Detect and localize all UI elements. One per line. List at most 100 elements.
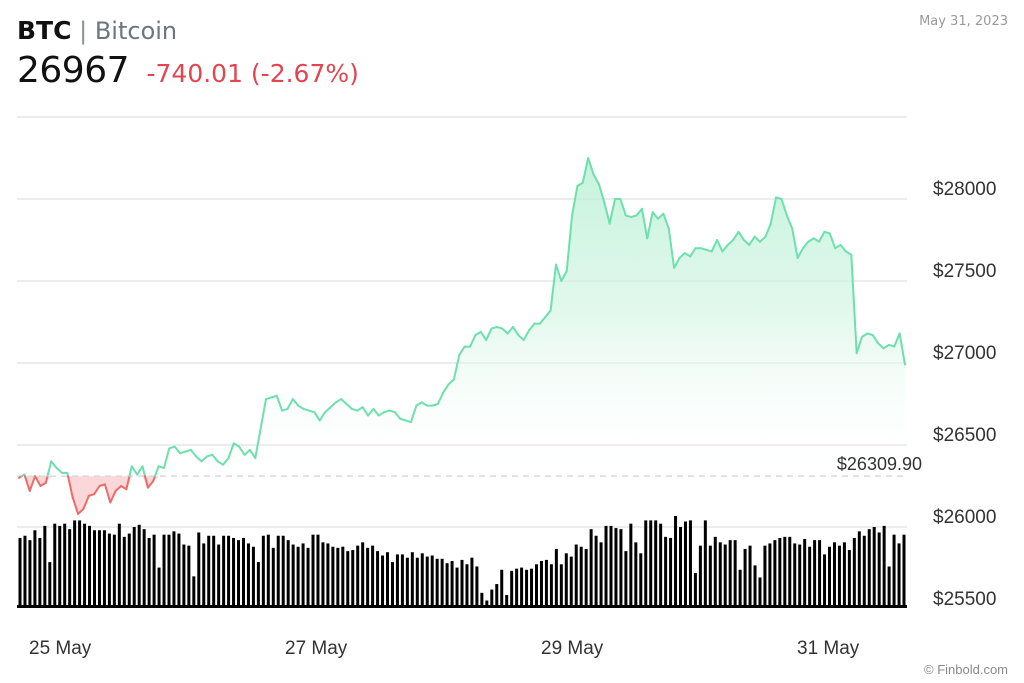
volume-bar: [823, 554, 827, 606]
volume-bar: [584, 548, 588, 606]
volume-bar: [356, 545, 360, 606]
volume-bar: [813, 540, 817, 606]
price-segment: [501, 327, 509, 335]
volume-bar: [554, 548, 558, 606]
price-segment: [195, 455, 203, 463]
volume-bar: [842, 542, 846, 606]
price-segment: [861, 332, 869, 338]
x-axis: 25 May 27 May 29 May 31 May: [29, 638, 860, 659]
volume-bar: [748, 545, 752, 606]
price-segment: [554, 263, 563, 282]
volume-bar: [544, 559, 548, 606]
price-segment: [28, 475, 37, 492]
y-tick-label: $26500: [933, 425, 996, 446]
price-segment: [281, 407, 289, 412]
price-segment: [39, 481, 47, 487]
volume-bar: [266, 534, 270, 606]
price-segment: [286, 398, 294, 410]
price-segment: [597, 183, 606, 204]
price-segment: [812, 237, 821, 243]
volume-bar: [688, 520, 692, 606]
price-segment: [506, 325, 515, 335]
volume-bar: [420, 553, 424, 606]
volume-bar: [559, 564, 563, 606]
volume-bar: [122, 536, 126, 606]
volume-bar: [515, 568, 519, 606]
price-segment: [898, 332, 906, 366]
volume-bar: [217, 544, 221, 606]
price-segment: [882, 343, 890, 350]
volume-bar: [609, 525, 613, 606]
price-segment: [716, 239, 724, 253]
price-segment: [393, 411, 402, 420]
price-segment: [87, 493, 96, 497]
price-segment: [189, 448, 198, 458]
price-segment: [329, 401, 337, 409]
volume-bar: [386, 552, 390, 606]
price-segment: [340, 398, 348, 405]
price-segment: [67, 475, 74, 499]
price-segment: [436, 391, 445, 405]
volume-bar: [227, 535, 231, 606]
volume-bar: [728, 540, 732, 606]
volume-bar: [366, 547, 370, 606]
volume-bar: [803, 539, 807, 606]
price-segment: [651, 211, 659, 220]
volume-bar: [445, 563, 449, 606]
price-segment: [44, 475, 49, 484]
price-segment: [726, 239, 735, 246]
volume-bar: [107, 533, 111, 606]
volume-bar: [256, 562, 260, 606]
price-segment: [275, 394, 284, 412]
price-segment: [18, 475, 23, 479]
volume-bar: [500, 569, 504, 606]
volume-bar: [281, 535, 285, 606]
volume-bar: [425, 556, 429, 606]
volume-bar: [346, 551, 350, 606]
price-segment: [248, 448, 257, 460]
volume-bar: [664, 536, 668, 606]
price-segment: [98, 483, 106, 487]
volume-bar: [569, 556, 573, 606]
price-segment: [871, 334, 880, 345]
volume-bar: [172, 531, 176, 606]
volume-bar: [485, 600, 489, 606]
volume-bar: [276, 535, 280, 606]
chart-header: BTC | Bitcoin 26967 -740.01 (-2.67%): [17, 14, 359, 97]
price-segment: [200, 455, 208, 463]
price-segment: [458, 345, 466, 356]
price-segment: [77, 507, 85, 515]
volume-bar: [599, 542, 603, 606]
volume-bar: [480, 592, 484, 606]
price-segment: [640, 207, 649, 240]
volume-bar: [788, 536, 792, 606]
price-segment: [254, 427, 262, 460]
volume-bar: [202, 543, 206, 606]
price-segment: [656, 212, 665, 220]
ticker-symbol: BTC: [17, 16, 72, 45]
price-segment: [222, 457, 230, 466]
volume-bar: [713, 536, 717, 606]
volume-bar: [470, 557, 474, 606]
volume-bar: [510, 570, 514, 606]
price-segment: [103, 483, 112, 504]
volume-bar: [63, 523, 67, 606]
volume-bar: [440, 558, 444, 606]
volume-bar: [579, 546, 583, 606]
volume-bar: [147, 537, 151, 606]
price-segment: [143, 475, 149, 489]
volume-bar: [137, 524, 141, 606]
price-segment: [227, 442, 235, 460]
volume-bar: [53, 523, 57, 606]
volume-bar: [604, 525, 608, 606]
price-segment: [705, 248, 713, 253]
volume-bar: [306, 547, 310, 606]
volume-bar: [644, 520, 648, 606]
volume-bar: [733, 540, 737, 606]
price-segment: [20, 473, 26, 478]
volume-bar: [390, 562, 394, 606]
price-segment: [807, 237, 815, 243]
volume-bar: [157, 567, 161, 606]
price-segment: [834, 243, 842, 250]
volume-bar: [619, 529, 623, 606]
